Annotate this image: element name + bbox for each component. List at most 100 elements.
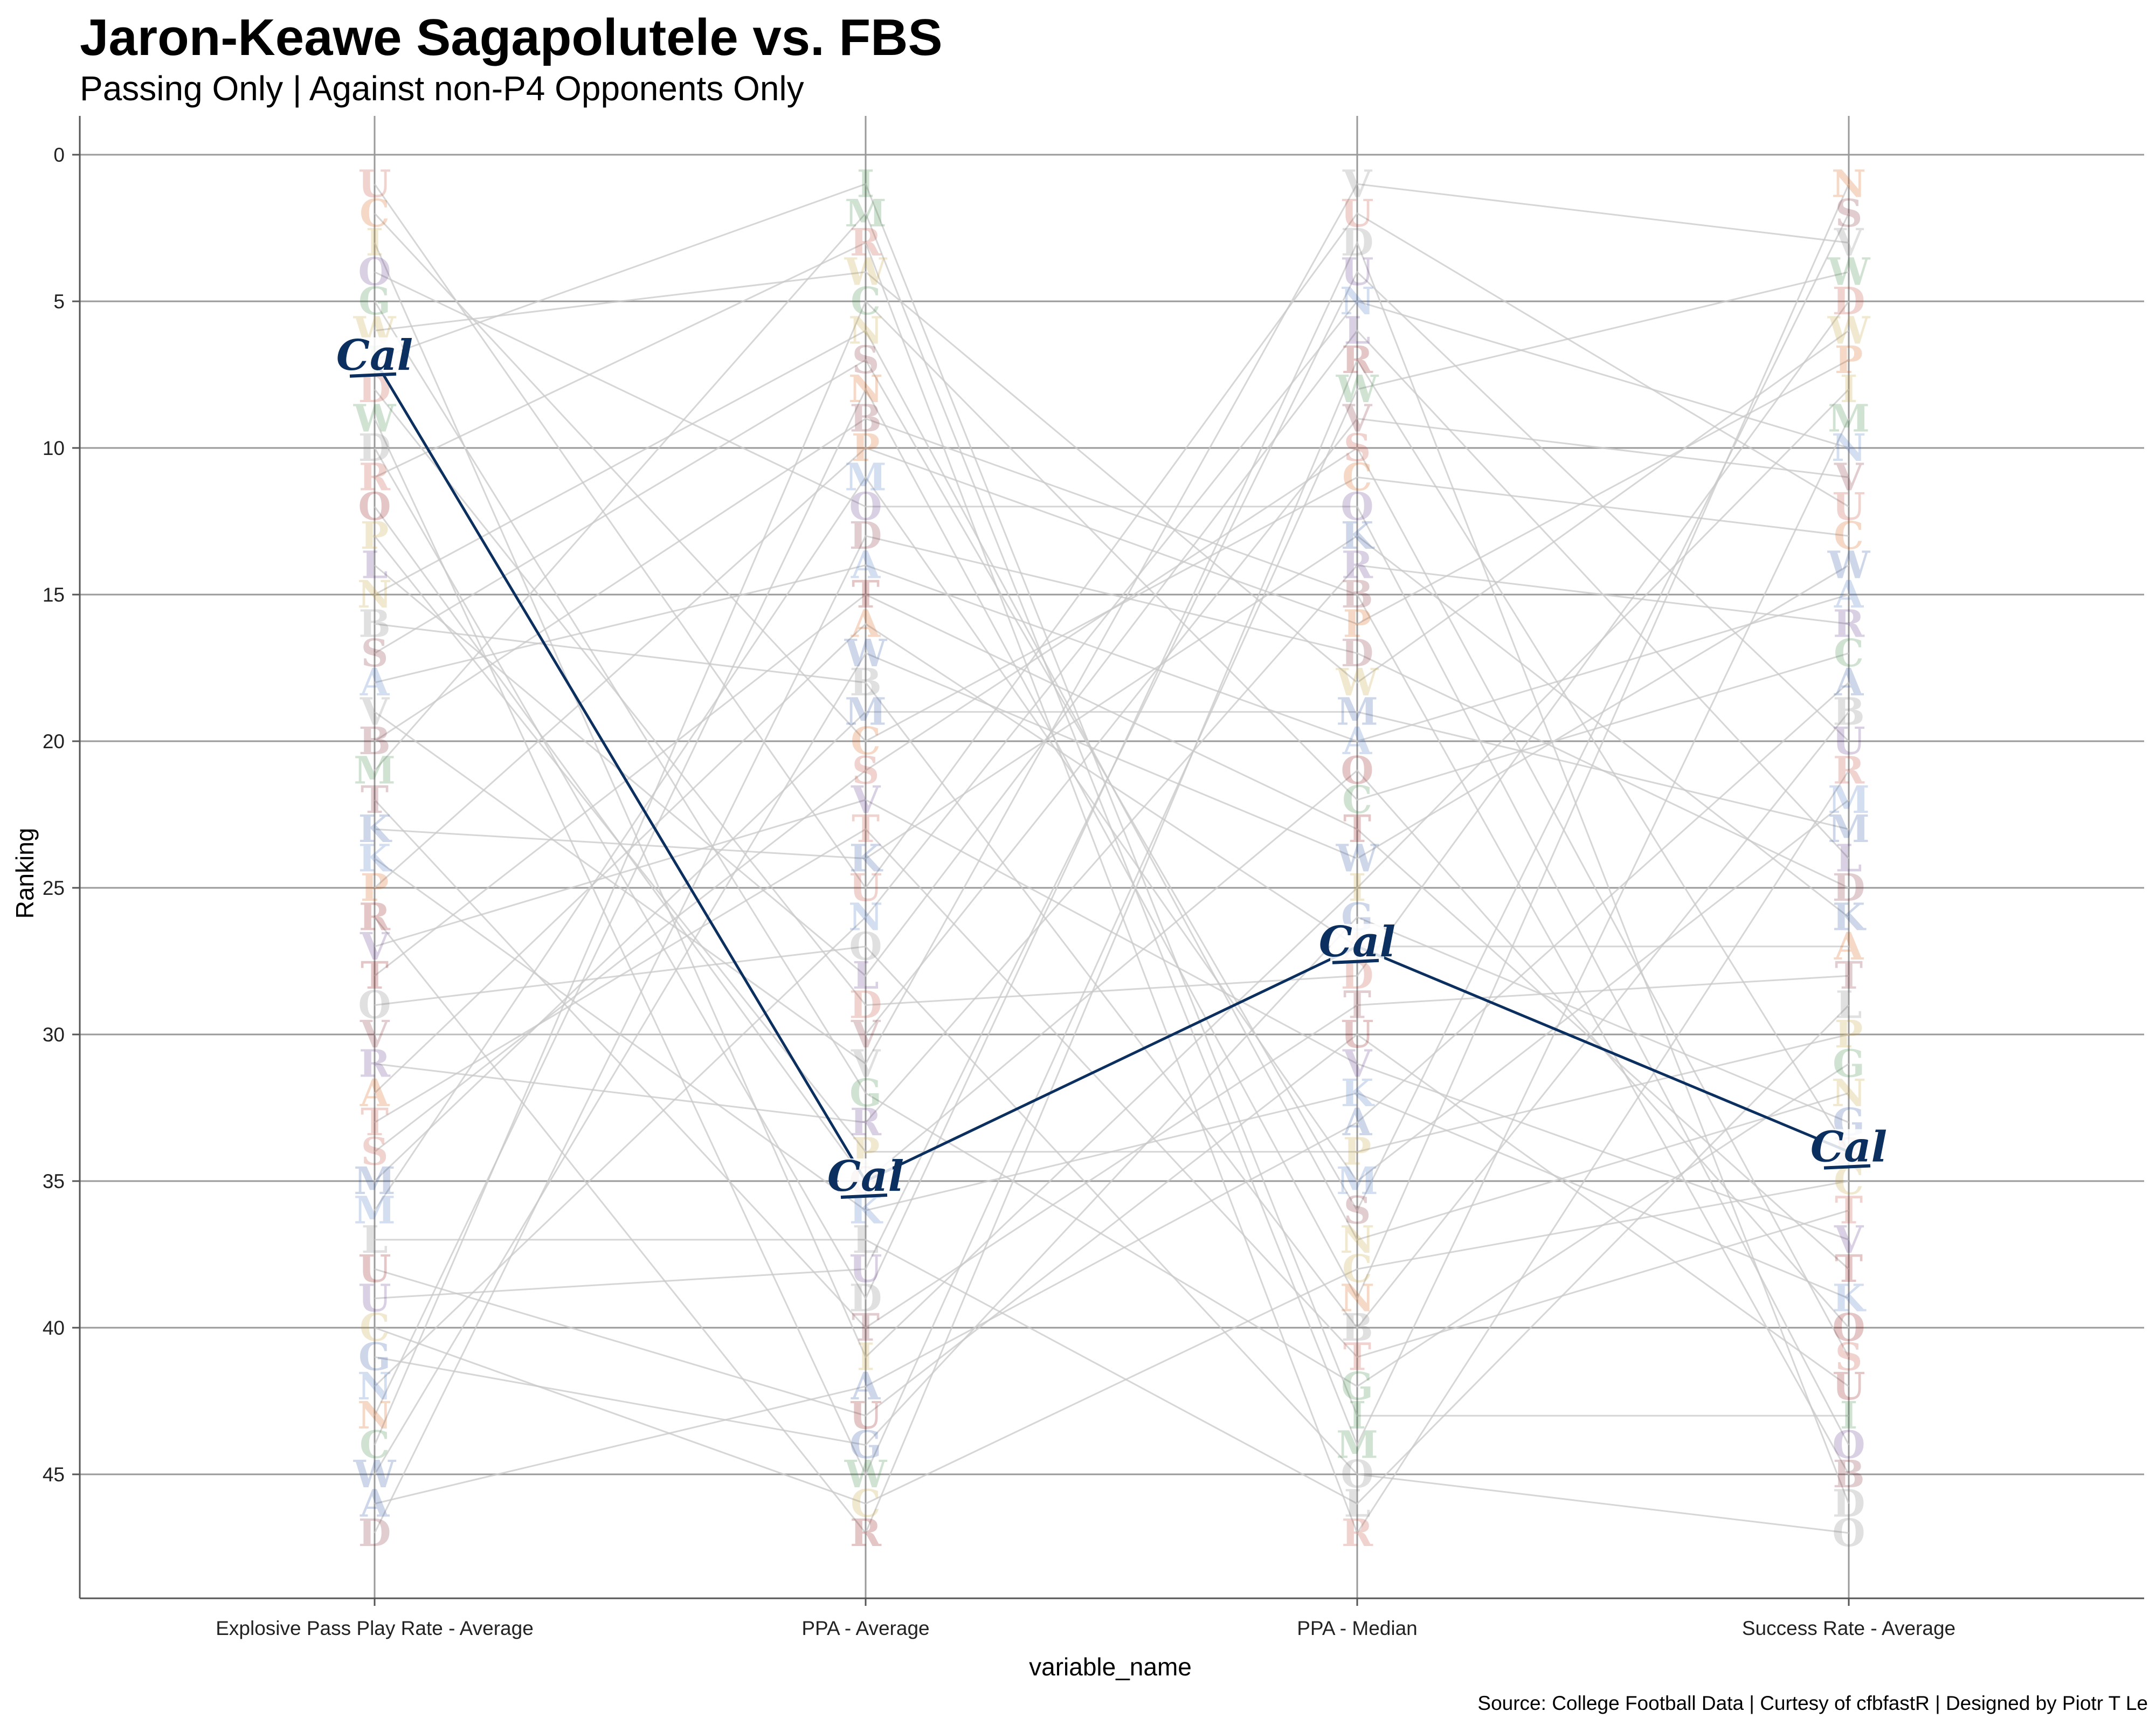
background-team-logo: M — [1336, 1158, 1378, 1203]
background-team-logo: L — [361, 1217, 388, 1262]
background-team-line — [375, 1004, 1850, 1505]
background-team-logo: S — [1344, 425, 1371, 470]
background-team-logo: C — [851, 1481, 881, 1526]
background-team-logo: V — [1342, 396, 1373, 441]
background-team-logo: T — [361, 1100, 389, 1144]
background-team-logo: D — [1833, 865, 1865, 910]
background-team-logo: M — [1828, 806, 1870, 851]
background-team-logo: G — [1833, 1041, 1865, 1086]
background-team-logo: D — [1341, 631, 1374, 675]
background-team-logo: L — [1835, 983, 1862, 1027]
background-team-line — [374, 475, 1849, 1211]
background-team-logo: N — [848, 308, 883, 353]
background-team-logo: O — [358, 484, 391, 529]
background-team-logo: I — [1349, 865, 1366, 910]
background-team-logo: C — [360, 1423, 390, 1467]
background-team-logo: M — [845, 191, 887, 236]
y-tick-label: 30 — [43, 1024, 65, 1046]
background-team-logo: U — [358, 1246, 391, 1291]
background-team-logo: W — [1336, 367, 1379, 411]
background-team-logo: M — [845, 689, 887, 734]
axes — [72, 116, 2144, 1606]
cal-logo-point: Cal — [1319, 917, 1395, 967]
background-team-logo: N — [848, 367, 883, 411]
background-team-logo: B — [1341, 1305, 1373, 1350]
highlight-logo-backdrop — [1330, 923, 1384, 963]
background-team-logo: O — [1833, 1510, 1865, 1555]
background-team-logo: L — [1835, 836, 1862, 881]
background-team-logo: R — [359, 1041, 391, 1086]
y-axis-title: Ranking — [11, 828, 39, 919]
highlight-logo-backdrop — [348, 337, 402, 376]
background-team-logo: V — [1834, 220, 1864, 265]
background-team-logo: S — [1344, 1188, 1371, 1232]
background-team-line — [374, 271, 1850, 1300]
background-team-logo: I — [366, 220, 384, 265]
background-team-logo: I — [1349, 1393, 1366, 1438]
background-team-logo: I — [1840, 367, 1858, 411]
background-team-logo: L — [1344, 308, 1370, 353]
background-team-logo: N — [1340, 1276, 1374, 1321]
background-team-logo: P — [1835, 337, 1863, 382]
background-team-logo: T — [1343, 806, 1371, 851]
background-team-logo: S — [1835, 191, 1863, 236]
background-team-logo: U — [849, 1246, 882, 1291]
background-team-logo: P — [1835, 1012, 1863, 1057]
background-team-logo: R — [359, 454, 391, 499]
background-team-logo: B — [358, 719, 390, 763]
background-team-logo: A — [1834, 660, 1864, 705]
background-team-logo: R — [850, 1510, 882, 1555]
background-team-logo: C — [360, 191, 390, 236]
background-team-logo: S — [361, 631, 389, 675]
background-team-logo: M — [1828, 396, 1870, 441]
y-tick-label: 45 — [43, 1464, 65, 1486]
cal-logo-underline — [1823, 1164, 1871, 1170]
background-team-line — [374, 1180, 1849, 1505]
chart-caption: Source: College Football Data | Curtesy … — [1477, 1692, 2148, 1714]
background-team-logo: V — [1342, 1041, 1373, 1086]
background-team-logo: L — [361, 543, 388, 588]
background-team-line — [374, 564, 1849, 1123]
background-team-logo: N — [1340, 1217, 1374, 1262]
background-team-logo: M — [1336, 689, 1378, 734]
x-tick-label: PPA - Median — [1297, 1617, 1417, 1639]
background-team-logo: U — [1340, 1012, 1373, 1057]
background-team-logo: K — [358, 806, 392, 851]
background-team-logo: M — [1828, 777, 1870, 822]
background-team-logo: O — [849, 924, 882, 969]
background-team-logo: A — [851, 543, 881, 588]
background-team-line — [375, 418, 1849, 1036]
background-team-logo: U — [849, 1393, 882, 1438]
background-team-logo: O — [1341, 484, 1374, 529]
background-team-logo: A — [360, 1071, 390, 1115]
background-team-logo: C — [851, 719, 881, 763]
cal-logo-underline — [840, 1193, 888, 1199]
background-team-logo: O — [358, 983, 391, 1027]
background-team-logo: T — [1835, 953, 1863, 998]
background-team-logo: T — [1343, 1334, 1371, 1379]
background-team-logo: R — [1342, 1510, 1373, 1555]
background-team-logo: B — [1833, 1452, 1864, 1496]
background-team-logo: T — [361, 953, 389, 998]
background-team-logo: G — [358, 279, 391, 323]
background-team-line — [374, 300, 1849, 1446]
highlight-logo-backdrop — [1822, 1129, 1876, 1168]
background-team-logo: G — [849, 1423, 882, 1467]
background-team-logo: N — [1832, 1071, 1866, 1115]
background-team-logo: M — [354, 1188, 396, 1232]
cal-logo-underline — [349, 372, 397, 378]
background-team-logo: R — [850, 1100, 882, 1144]
background-team-logo: K — [849, 836, 883, 881]
background-team-logo: R — [359, 894, 391, 939]
background-team-logo: V — [360, 689, 390, 734]
background-team-logo: A — [851, 601, 881, 646]
background-team-logo: D — [1833, 279, 1865, 323]
background-team-lines — [374, 183, 1850, 1535]
background-team-logo: V — [1834, 454, 1864, 499]
background-team-logo: W — [844, 1452, 888, 1496]
background-team-logo: D — [358, 1510, 391, 1555]
tick-labels: 0 5 10 15 20 25 30 35 40 45 Explosive Pass Play Ra… — [43, 144, 1955, 1639]
background-team-logo: W — [844, 631, 888, 675]
highlight-logo-backdrop — [839, 1158, 893, 1197]
background-team-logo: T — [852, 806, 880, 851]
